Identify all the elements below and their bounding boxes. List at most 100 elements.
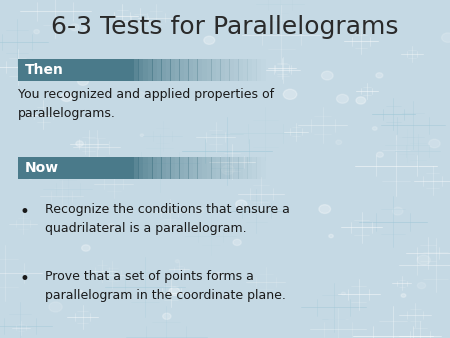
Circle shape xyxy=(83,27,88,31)
Circle shape xyxy=(137,92,144,98)
FancyBboxPatch shape xyxy=(139,59,144,81)
Circle shape xyxy=(336,140,342,145)
FancyBboxPatch shape xyxy=(143,157,148,179)
Circle shape xyxy=(221,165,234,175)
Circle shape xyxy=(321,71,333,80)
Circle shape xyxy=(213,272,223,280)
FancyBboxPatch shape xyxy=(170,59,175,81)
Circle shape xyxy=(284,89,297,99)
Text: 6-3 Tests for Parallelograms: 6-3 Tests for Parallelograms xyxy=(51,15,399,39)
Circle shape xyxy=(224,295,229,298)
FancyBboxPatch shape xyxy=(189,157,194,179)
FancyBboxPatch shape xyxy=(216,59,220,81)
Circle shape xyxy=(169,287,180,295)
FancyBboxPatch shape xyxy=(193,157,198,179)
FancyBboxPatch shape xyxy=(152,59,157,81)
FancyBboxPatch shape xyxy=(179,157,184,179)
FancyBboxPatch shape xyxy=(234,59,239,81)
FancyBboxPatch shape xyxy=(229,157,234,179)
Circle shape xyxy=(429,139,440,148)
Circle shape xyxy=(76,141,83,146)
FancyBboxPatch shape xyxy=(211,59,216,81)
Text: •: • xyxy=(20,270,30,288)
Circle shape xyxy=(204,36,215,44)
FancyBboxPatch shape xyxy=(248,157,252,179)
Circle shape xyxy=(329,234,333,238)
FancyBboxPatch shape xyxy=(207,157,212,179)
Circle shape xyxy=(49,302,62,312)
FancyBboxPatch shape xyxy=(243,157,248,179)
Text: Now: Now xyxy=(25,161,59,175)
FancyBboxPatch shape xyxy=(166,157,171,179)
FancyBboxPatch shape xyxy=(252,59,257,81)
FancyBboxPatch shape xyxy=(18,59,130,81)
Text: •: • xyxy=(20,203,30,221)
FancyBboxPatch shape xyxy=(202,59,207,81)
Circle shape xyxy=(29,177,32,179)
FancyBboxPatch shape xyxy=(184,157,189,179)
Circle shape xyxy=(176,260,180,263)
FancyBboxPatch shape xyxy=(234,157,239,179)
FancyBboxPatch shape xyxy=(161,157,166,179)
FancyBboxPatch shape xyxy=(130,157,135,179)
Circle shape xyxy=(77,77,89,86)
Circle shape xyxy=(163,313,171,319)
FancyBboxPatch shape xyxy=(148,157,153,179)
FancyBboxPatch shape xyxy=(198,157,203,179)
Circle shape xyxy=(140,134,144,137)
Circle shape xyxy=(34,29,39,34)
Text: Recognize the conditions that ensure a
quadrilateral is a parallelogram.: Recognize the conditions that ensure a q… xyxy=(45,203,290,235)
Circle shape xyxy=(376,73,383,78)
Circle shape xyxy=(417,283,426,289)
Circle shape xyxy=(356,97,366,104)
Circle shape xyxy=(417,255,430,265)
FancyBboxPatch shape xyxy=(18,157,130,179)
FancyBboxPatch shape xyxy=(189,59,194,81)
Circle shape xyxy=(377,152,383,157)
Circle shape xyxy=(197,208,204,213)
FancyBboxPatch shape xyxy=(157,157,162,179)
FancyBboxPatch shape xyxy=(238,157,243,179)
FancyBboxPatch shape xyxy=(229,59,234,81)
Circle shape xyxy=(236,200,247,209)
Circle shape xyxy=(392,207,403,215)
FancyBboxPatch shape xyxy=(139,157,144,179)
FancyBboxPatch shape xyxy=(184,59,189,81)
Text: You recognized and applied properties of
parallelograms.: You recognized and applied properties of… xyxy=(18,88,274,120)
FancyBboxPatch shape xyxy=(170,157,175,179)
FancyBboxPatch shape xyxy=(130,59,135,81)
FancyBboxPatch shape xyxy=(198,59,203,81)
FancyBboxPatch shape xyxy=(225,59,230,81)
Circle shape xyxy=(108,224,115,230)
FancyBboxPatch shape xyxy=(238,59,243,81)
FancyBboxPatch shape xyxy=(193,59,198,81)
FancyBboxPatch shape xyxy=(134,157,139,179)
FancyBboxPatch shape xyxy=(157,59,162,81)
FancyBboxPatch shape xyxy=(134,59,139,81)
FancyBboxPatch shape xyxy=(143,59,148,81)
FancyBboxPatch shape xyxy=(248,59,252,81)
Circle shape xyxy=(233,239,241,245)
FancyBboxPatch shape xyxy=(225,157,230,179)
Circle shape xyxy=(319,205,331,214)
Circle shape xyxy=(401,294,406,297)
Text: Then: Then xyxy=(25,63,63,77)
FancyBboxPatch shape xyxy=(252,157,257,179)
FancyBboxPatch shape xyxy=(211,157,216,179)
Circle shape xyxy=(70,24,79,31)
FancyBboxPatch shape xyxy=(207,59,212,81)
FancyBboxPatch shape xyxy=(175,157,180,179)
FancyBboxPatch shape xyxy=(243,59,248,81)
FancyBboxPatch shape xyxy=(220,157,225,179)
FancyBboxPatch shape xyxy=(175,59,180,81)
FancyBboxPatch shape xyxy=(179,59,184,81)
Circle shape xyxy=(342,292,346,295)
FancyBboxPatch shape xyxy=(152,157,157,179)
Circle shape xyxy=(81,245,90,251)
FancyBboxPatch shape xyxy=(202,157,207,179)
Circle shape xyxy=(373,127,377,130)
FancyBboxPatch shape xyxy=(166,59,171,81)
Text: Prove that a set of points forms a
parallelogram in the coordinate plane.: Prove that a set of points forms a paral… xyxy=(45,270,286,303)
Circle shape xyxy=(61,93,72,101)
FancyBboxPatch shape xyxy=(220,59,225,81)
